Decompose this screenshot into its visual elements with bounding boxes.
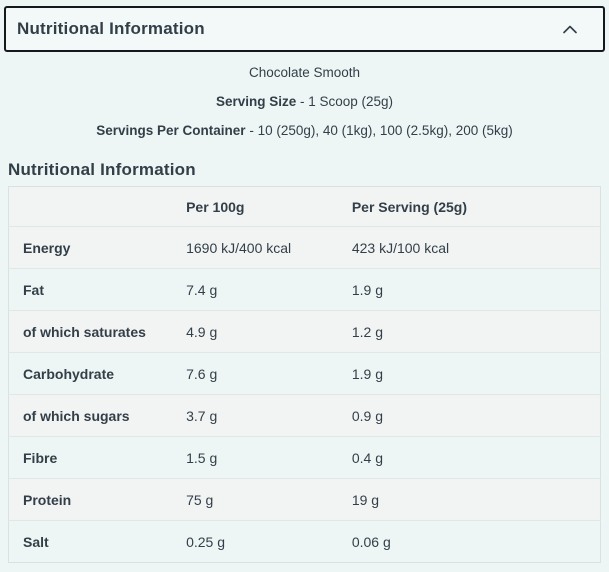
row-per-serving: 0.06 g	[351, 520, 601, 563]
servings-per-container-line: Servings Per Container - 10 (250g), 40 (…	[0, 124, 609, 138]
chevron-up-icon	[563, 25, 577, 33]
row-per-100g: 3.7 g	[186, 394, 352, 437]
nutrition-accordion-header[interactable]: Nutritional Information	[4, 6, 605, 52]
serving-info: Chocolate Smooth Serving Size - 1 Scoop …	[0, 52, 609, 138]
nutrition-row: Fibre 1.5 g 0.4 g	[8, 436, 601, 479]
servings-per-container-value: - 10 (250g), 40 (1kg), 100 (2.5kg), 200 …	[249, 123, 513, 138]
row-per-serving: 0.4 g	[351, 436, 601, 479]
row-per-100g: 1690 kJ/400 kcal	[186, 226, 352, 269]
row-label: Salt	[8, 520, 187, 563]
row-per-100g: 7.6 g	[186, 352, 352, 395]
serving-size-value: - 1 Scoop (25g)	[300, 94, 394, 109]
nutrition-table: Per 100g Per Serving (25g) Energy 1690 k…	[8, 186, 601, 563]
row-label: Energy	[8, 226, 187, 269]
row-label: Protein	[8, 478, 187, 521]
nutrition-section-title: Nutritional Information	[8, 160, 196, 179]
row-per-serving: 423 kJ/100 kcal	[351, 226, 601, 269]
row-per-100g: 4.9 g	[186, 310, 352, 353]
row-label: Fat	[8, 268, 187, 311]
row-label: of which saturates	[8, 310, 187, 353]
row-label: of which sugars	[8, 394, 187, 437]
row-per-serving: 1.9 g	[351, 268, 601, 311]
nutrition-row: Fat 7.4 g 1.9 g	[8, 268, 601, 311]
table-header-row: Per 100g Per Serving (25g)	[8, 186, 601, 227]
row-per-serving: 19 g	[351, 478, 601, 521]
nutrition-row: Energy 1690 kJ/400 kcal 423 kJ/100 kcal	[8, 226, 601, 269]
row-per-100g: 75 g	[186, 478, 352, 521]
nutrition-row: of which saturates 4.9 g 1.2 g	[8, 310, 601, 353]
servings-per-container-label: Servings Per Container	[96, 123, 246, 138]
flavour-name: Chocolate Smooth	[248, 65, 361, 80]
header-empty-cell	[9, 187, 187, 227]
row-per-100g: 1.5 g	[186, 436, 352, 479]
row-per-serving: 1.9 g	[351, 352, 601, 395]
header-per-100g: Per 100g	[186, 198, 245, 215]
row-per-100g: 0.25 g	[186, 520, 352, 563]
nutrition-row: Carbohydrate 7.6 g 1.9 g	[8, 352, 601, 395]
row-per-100g: 7.4 g	[186, 268, 352, 311]
row-label: Carbohydrate	[8, 352, 187, 395]
header-per-serving: Per Serving (25g)	[351, 198, 467, 215]
nutrition-row: of which sugars 3.7 g 0.9 g	[8, 394, 601, 437]
nutrition-row: Salt 0.25 g 0.06 g	[8, 520, 601, 563]
nutrition-row: Protein 75 g 19 g	[8, 478, 601, 521]
row-per-serving: 0.9 g	[351, 394, 601, 437]
accordion-title: Nutritional Information	[17, 19, 205, 38]
serving-size-line: Serving Size - 1 Scoop (25g)	[0, 95, 609, 109]
serving-size-label: Serving Size	[215, 94, 297, 109]
row-label: Fibre	[8, 436, 187, 479]
row-per-serving: 1.2 g	[351, 310, 601, 353]
